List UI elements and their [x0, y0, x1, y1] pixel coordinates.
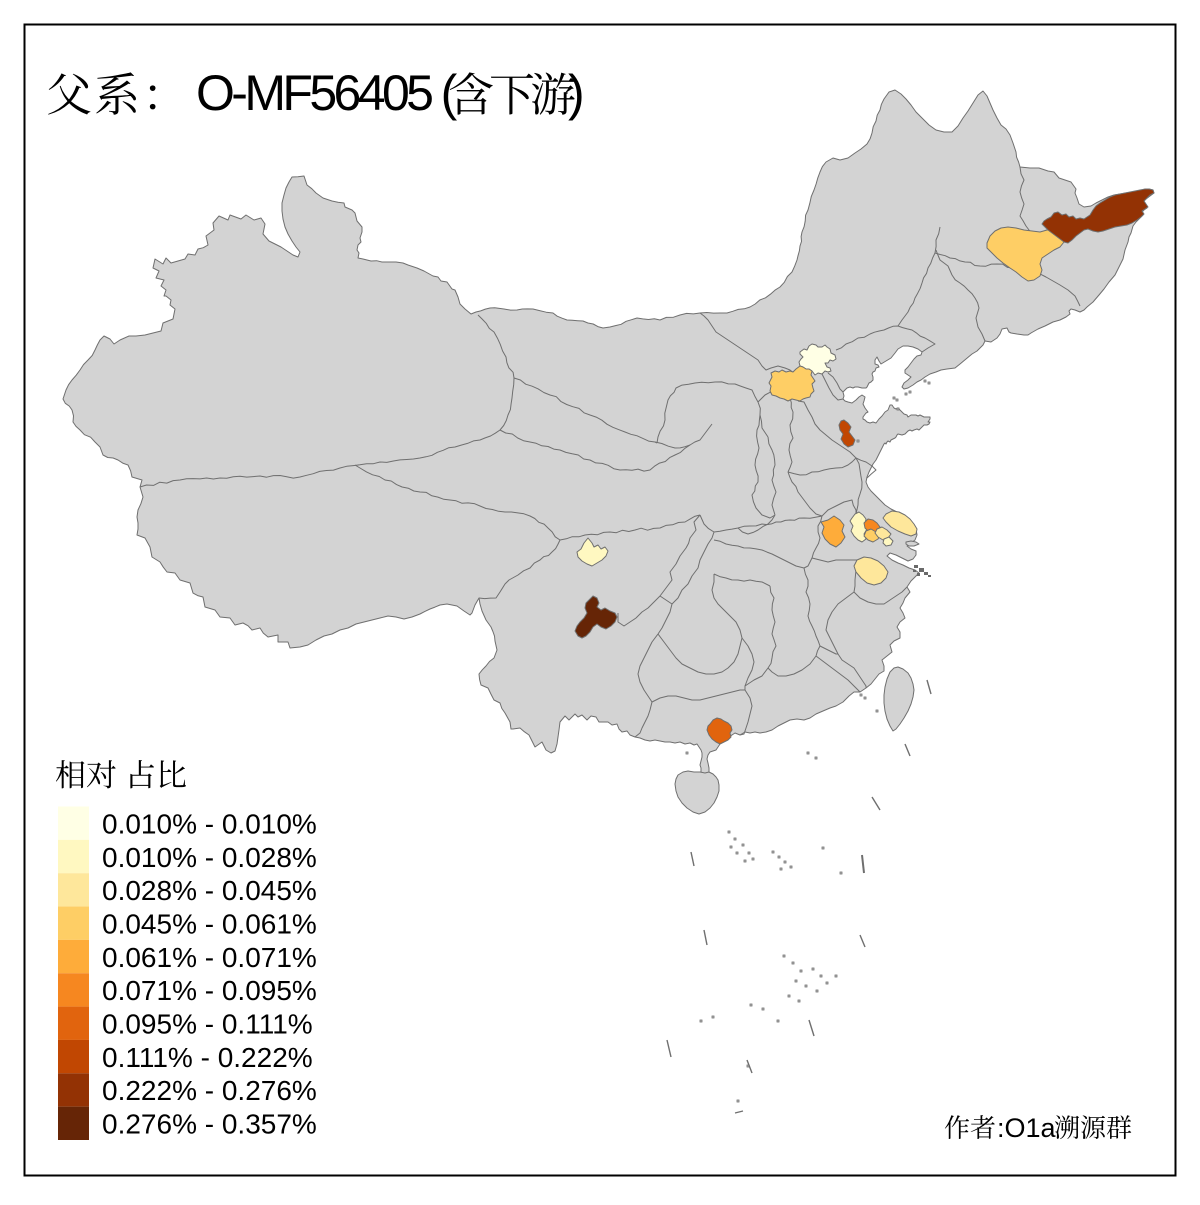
svg-text:0.276% - 0.357%: 0.276% - 0.357%: [102, 1109, 317, 1140]
svg-text:0.061% - 0.071%: 0.061% - 0.071%: [102, 942, 317, 973]
svg-text:0.010% - 0.028%: 0.010% - 0.028%: [102, 842, 317, 873]
svg-text:0.010% - 0.010%: 0.010% - 0.010%: [102, 808, 317, 839]
svg-text:0.045% - 0.061%: 0.045% - 0.061%: [102, 908, 317, 939]
svg-text::O1a: :O1a: [997, 1113, 1057, 1143]
svg-text:0.095% - 0.111%: 0.095% - 0.111%: [102, 1009, 313, 1040]
svg-text:0.028% - 0.045%: 0.028% - 0.045%: [102, 875, 317, 906]
svg-text:0.111% - 0.222%: 0.111% - 0.222%: [102, 1042, 313, 1073]
svg-text:0.222% - 0.276%: 0.222% - 0.276%: [102, 1075, 317, 1106]
svg-text:O-MF56405 (: O-MF56405 (: [196, 65, 458, 121]
svg-text:): ): [568, 65, 585, 121]
svg-text:0.071% - 0.095%: 0.071% - 0.095%: [102, 975, 317, 1006]
